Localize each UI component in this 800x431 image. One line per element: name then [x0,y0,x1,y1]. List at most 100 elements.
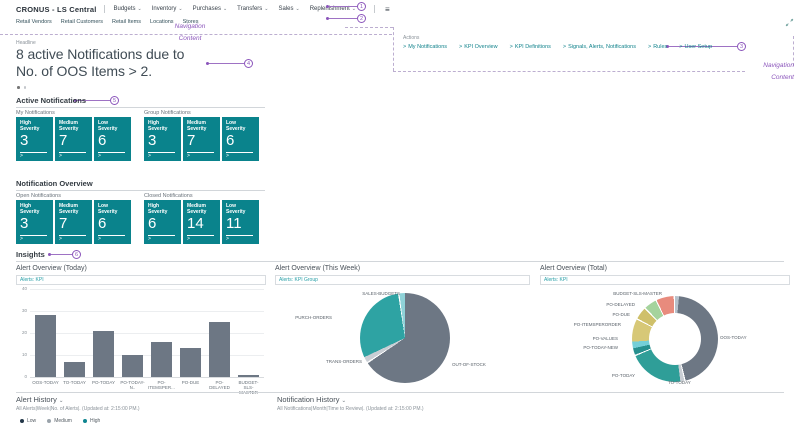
chevron-right-icon: > [148,153,151,159]
bar-category-label: PO-DELAYED [209,380,230,390]
chevron-right-icon: > [459,44,463,50]
bar-po-due[interactable] [180,348,201,377]
annotation-line [329,6,357,7]
section-rule [16,190,265,191]
action-links: > My Notifications > KPI Overview > KPI Defin… [403,44,712,50]
bar-po-itemsper-[interactable] [151,341,172,377]
cue-tile-high-severity[interactable]: High Severity 3 > [144,117,181,161]
cue-tile-low-severity[interactable]: Low Severity 6 > [94,200,131,244]
cue-tile-medium-severity[interactable]: Medium Severity 7 > [55,117,92,161]
y-axis-tick: 10 [21,352,27,357]
notification-history-subtitle: All Notifications|Month|Time to Review|.… [277,406,424,412]
topnav-menu-purchases[interactable]: Purchases ⌄ [193,6,228,12]
action-link-kpi-definitions[interactable]: > KPI Definitions [510,44,551,50]
cue-tile-medium-severity[interactable]: Medium Severity 7 > [183,117,220,161]
chart-filter-input[interactable]: Alerts: KPI Group [275,275,530,285]
chevron-right-icon: > [98,153,101,159]
slice-label: BUDGET-SLS-MASTER [613,291,662,296]
gridline [30,289,264,290]
headline-line2: No. of OOS Items > 2. [16,63,153,79]
topnav-menu-label: Replenishment [309,6,350,12]
legend-label: Low [27,418,37,424]
cue-tile-medium-severity[interactable]: Medium Severity 14 > [183,200,220,244]
subnav-link-retail-customers[interactable]: Retail Customers [60,19,103,25]
y-axis-tick: 0 [24,374,27,379]
bar-po-delayed[interactable] [209,322,230,377]
action-link-user-setup[interactable]: > User Setup [679,44,712,50]
tile-label: Medium Severity [59,203,79,215]
action-link-my-notifications[interactable]: > My Notifications [403,44,447,50]
annotation-navigation-label: Navigation [174,23,206,30]
topnav-menu-transfers[interactable]: Transfers ⌄ [237,6,268,12]
action-link-signals-alerts-notifications[interactable]: > Signals, Alerts, Notifications [563,44,636,50]
bar-oos-today[interactable] [35,315,56,377]
chart-filter-input[interactable]: Alerts: KPI [540,275,790,285]
chevron-down-icon: ⌄ [295,6,300,12]
donut-chart[interactable] [632,296,718,382]
alert-history-title[interactable]: Alert History ⌄ [16,395,63,404]
tile-value: 6 [226,132,235,149]
cue-tile-high-severity[interactable]: High Severity 6 > [144,200,181,244]
cue-tile-low-severity[interactable]: Low Severity 6 > [222,117,259,161]
bar-chart[interactable] [30,289,264,377]
bar-po-today-n-[interactable] [122,355,143,377]
bar-to-today[interactable] [64,361,85,377]
cue-tile-high-severity[interactable]: High Severity 3 > [16,200,53,244]
pie-chart[interactable] [360,293,450,383]
topnav-menu-replenishment[interactable]: Replenishment ⌄ [310,6,356,12]
menu-icon[interactable]: ≡ [384,4,390,14]
app-title: CRONUS - LS Central [16,4,97,14]
subnav-link-locations[interactable]: Locations [150,19,174,25]
bar-po-today[interactable] [93,330,114,377]
carousel-dot[interactable] [23,86,26,89]
cue-tile-low-severity[interactable]: Low Severity 6 > [94,117,131,161]
chevron-right-icon: > [187,153,190,159]
tile-label: High Severity [20,203,40,215]
chevron-right-icon: > [20,153,23,159]
subnav-link-retail-items[interactable]: Retail Items [111,19,142,25]
expand-icon[interactable] [785,14,794,27]
gridline [30,377,264,378]
tile-label: Low Severity [98,203,118,215]
carousel-dot[interactable] [17,86,20,89]
cue-tile-low-severity[interactable]: Low Severity 11 > [222,200,259,244]
tile-value: 7 [59,132,68,149]
slice-label: PO-TODAY-NEW [583,345,618,350]
bar-column [148,289,175,377]
section-rule [16,107,265,108]
cue-tile-medium-severity[interactable]: Medium Severity 7 > [55,200,92,244]
annotation-line [209,63,244,64]
chevron-right-icon: > [679,44,683,50]
donut-hole [649,313,701,365]
bar-budget-sls-master[interactable] [238,374,259,377]
topnav-menu-sales[interactable]: Sales ⌄ [279,6,300,12]
tile-group: High Severity 3 > Medium Severity 7 > Low Seve… [16,117,131,161]
alert-history-subtitle: All Alerts|Week|No. of Alerts|. (Updated… [16,406,140,412]
chevron-right-icon: > [647,44,652,50]
topnav-menu-budgets[interactable]: Budgets ⌄ [113,6,141,12]
bar-category-label: PO-TODAY-N.. [120,380,145,390]
carousel-dots[interactable] [17,86,26,89]
tile-value: 14 [187,215,204,232]
group-label: My Notifications [16,110,55,116]
action-link-rules[interactable]: > Rules [648,44,667,50]
topnav-menu-label: Inventory [151,6,177,12]
chart-title: Alert Overview (Total) [540,265,607,272]
action-link-kpi-overview[interactable]: > KPI Overview [459,44,498,50]
action-link-label: KPI Definitions [514,44,551,50]
topnav-menu-inventory[interactable]: Inventory ⌄ [152,6,183,12]
notification-history-title[interactable]: Notification History ⌄ [277,395,346,404]
annotation-number: 3 [737,42,746,51]
annotation-callout: 1 [326,2,366,11]
cue-tile-high-severity[interactable]: High Severity 3 > [16,117,53,161]
y-axis-tick: 30 [21,308,27,313]
subnav-link-retail-vendors[interactable]: Retail Vendors [16,19,52,25]
tile-group: High Severity 3 > Medium Severity 7 > Low Seve… [16,200,131,244]
chart-filter-input[interactable]: Alerts: KPI [16,275,266,285]
subnav-link-stores[interactable]: Stores [182,19,199,25]
annotation-dot [206,62,209,65]
annotation-callout: 6 [48,250,81,259]
annotation-dot [48,253,51,256]
tile-group: High Severity 3 > Medium Severity 7 > Low Seve… [144,117,259,161]
